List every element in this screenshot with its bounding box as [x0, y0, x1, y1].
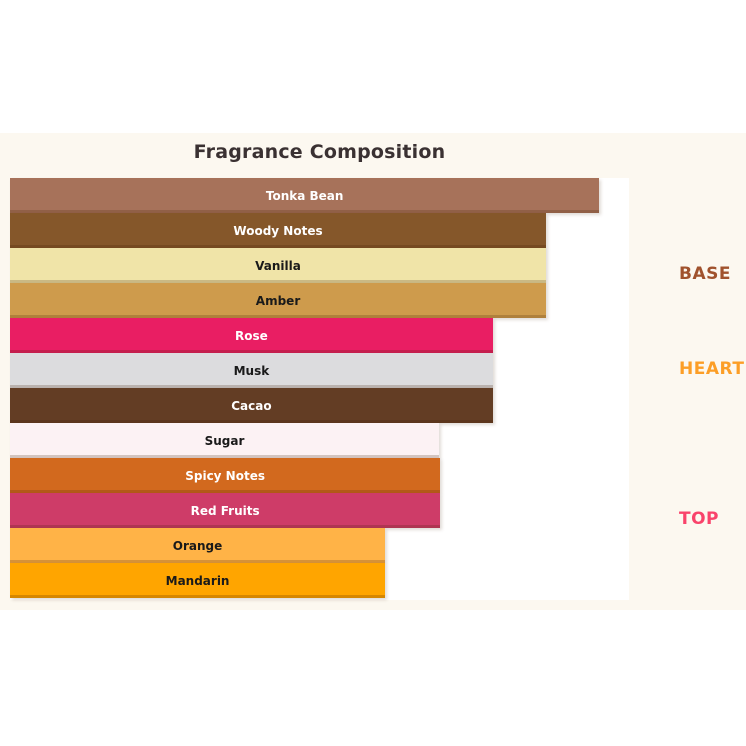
bar-rose: Rose — [10, 318, 493, 353]
bar-label-cacao: Cacao — [231, 398, 272, 413]
bar-label-vanilla: Vanilla — [255, 258, 301, 273]
group-label-top: TOP — [679, 509, 720, 529]
group-label-heart: HEART — [679, 359, 745, 379]
bar-label-sugar: Sugar — [204, 433, 245, 448]
bar-woody-notes: Woody Notes — [10, 213, 547, 248]
bar-spicy-notes: Spicy Notes — [10, 458, 441, 493]
bar-label-tonka-bean: Tonka Bean — [265, 188, 344, 203]
group-label-base: BASE — [679, 264, 731, 284]
chart-title: Fragrance Composition — [193, 141, 446, 163]
bar-label-woody-notes: Woody Notes — [233, 223, 323, 238]
bar-label-mandarin: Mandarin — [165, 573, 230, 588]
bar-vanilla: Vanilla — [10, 248, 547, 283]
bar-label-orange: Orange — [172, 538, 223, 553]
bar-tonka-bean: Tonka Bean — [10, 178, 600, 213]
bar-label-spicy-notes: Spicy Notes — [185, 468, 265, 483]
bar-cacao: Cacao — [10, 388, 493, 423]
bar-label-red-fruits: Red Fruits — [190, 503, 260, 518]
bar-musk: Musk — [10, 353, 493, 388]
bar-label-musk: Musk — [233, 363, 270, 378]
bar-orange: Orange — [10, 528, 386, 563]
bar-mandarin: Mandarin — [10, 563, 386, 598]
bar-label-rose: Rose — [235, 328, 268, 343]
bar-sugar: Sugar — [10, 423, 439, 458]
bar-red-fruits: Red Fruits — [10, 493, 441, 528]
bar-label-amber: Amber — [255, 293, 301, 308]
bar-amber: Amber — [10, 283, 547, 318]
plot-area: Tonka Bean Woody Notes Vanilla Amber Rose Mus… — [10, 178, 629, 600]
